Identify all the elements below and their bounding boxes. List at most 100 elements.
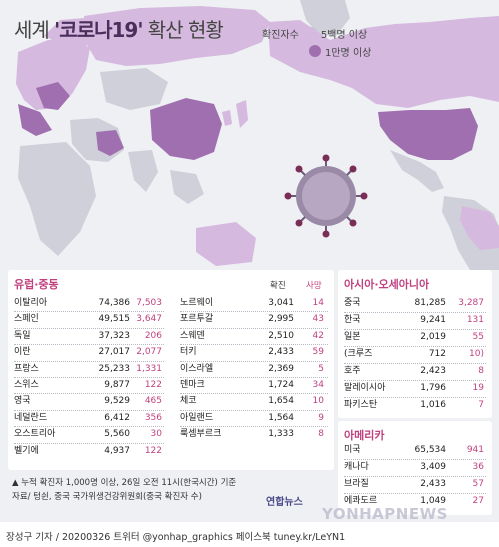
europe-right-separator — [180, 393, 328, 395]
japan-shape — [236, 100, 248, 128]
europe-left-country: 영국 — [14, 396, 31, 407]
africa-shape — [18, 142, 96, 256]
asia-deaths: 8 — [478, 366, 484, 376]
europe-right-separator — [180, 377, 328, 378]
europe-left-deaths: 206 — [144, 330, 162, 341]
asia-row: 파키스탄 1,016 7 — [344, 399, 486, 412]
america-separator — [344, 459, 486, 460]
title-prefix: 세계 — [14, 18, 55, 42]
asia-separator — [344, 346, 486, 347]
america-deaths: 36 — [472, 462, 484, 472]
europe-title: 유럽·중동 — [14, 278, 59, 291]
europe-right-row: 노르웨이 3,041 14 — [180, 297, 328, 310]
asia-deaths: 19 — [472, 383, 484, 393]
india-shape — [128, 150, 158, 192]
america-confirmed: 65,534 — [414, 445, 447, 455]
asia-country: 일본 — [344, 332, 361, 342]
russia-shape — [84, 6, 270, 66]
europe-left-separator — [14, 409, 164, 411]
europe-left-country: 스위스 — [14, 380, 39, 390]
legend-tier1-label: 5백명 이상 — [320, 29, 368, 41]
europe-left-separator — [14, 442, 164, 444]
europe-right-deaths: 43 — [312, 314, 324, 325]
europe-right-country: 스웨덴 — [180, 330, 205, 341]
note-criteria: ▲ 누적 확진자 1,000명 이상, 26일 오전 11시(한국시간) 기준 — [12, 478, 237, 488]
europe-left-deaths: 1,331 — [136, 363, 162, 374]
legend-tier1-dot — [304, 27, 317, 39]
footer-credit: 장성구 기자 / 20200326 트위터 @yonhap_graphics 페… — [6, 532, 346, 543]
asia-separator — [344, 312, 486, 313]
europe-right-country: 포르투갈 — [180, 314, 214, 325]
europe-right-separator — [180, 311, 328, 313]
asia-confirmed: 2,423 — [420, 366, 446, 376]
europe-left-confirmed: 37,323 — [98, 330, 131, 341]
europe-right-row: 이스라엘 2,369 5 — [180, 363, 328, 376]
europe-right-confirmed: 3,041 — [268, 298, 294, 308]
europe-right-separator — [180, 426, 328, 428]
europe-right-separator — [180, 344, 328, 346]
se-asia-shape — [170, 170, 204, 204]
asia-row: 일본 2,019 55 — [344, 331, 486, 344]
europe-left-confirmed: 6,412 — [104, 412, 130, 423]
asia-confirmed: 1,796 — [420, 383, 446, 393]
world-map-svg — [0, 0, 499, 270]
america-country: 미국 — [344, 445, 361, 455]
legend-heading: 확진자수 — [262, 29, 299, 41]
asia-row: 말레이시아 1,796 19 — [344, 382, 486, 395]
europe-right-deaths: 42 — [312, 330, 324, 341]
europe-right-row: 체코 1,654 10 — [180, 395, 328, 408]
europe-right-deaths: 14 — [312, 298, 324, 308]
america-title: 아메리카 — [344, 429, 385, 442]
europe-right-confirmed: 1,564 — [268, 412, 294, 423]
europe-left-confirmed: 4,937 — [104, 445, 130, 456]
america-country: 캐나다 — [344, 462, 369, 472]
america-deaths: 57 — [472, 479, 484, 489]
europe-left-country: 네덜란드 — [14, 412, 48, 423]
asia-row: 한국 9,241 131 — [344, 314, 486, 327]
asia-separator — [344, 363, 486, 364]
europe-left-separator — [14, 377, 164, 378]
europe-right-separator — [180, 409, 328, 411]
asia-country: 파키스탄 — [344, 400, 378, 410]
asia-separator — [344, 397, 486, 398]
notes: ▲ 누적 확진자 1,000명 이상, 26일 오전 11시(한국시간) 기준 … — [12, 476, 236, 504]
asia-confirmed: 81,285 — [414, 298, 447, 308]
europe-header-confirmed: 확진 — [270, 281, 286, 291]
europe-right-country: 이스라엘 — [180, 363, 214, 374]
legend-tier2-dot — [309, 45, 321, 57]
europe-right-confirmed: 2,995 — [268, 314, 294, 325]
europe-left-row: 영국 9,529 465 — [14, 395, 164, 408]
europe-left-deaths: 356 — [144, 412, 162, 423]
europe-left-separator — [14, 393, 164, 395]
asia-country: 중국 — [344, 298, 361, 308]
asia-country: 말레이시아 — [344, 383, 386, 393]
asia-country: 호주 — [344, 366, 361, 376]
america-row: 에콰도르 1,049 27 — [344, 495, 486, 508]
europe-right-row: 스웨덴 2,510 42 — [180, 330, 328, 343]
europe-right-deaths: 8 — [318, 429, 324, 440]
europe-right-separator — [180, 327, 328, 329]
europe-left-row: 스페인 49,515 3,647 — [14, 313, 164, 326]
europe-left-deaths: 3,647 — [136, 314, 162, 325]
yonhap-logo: 연합뉴스 — [266, 497, 303, 508]
europe-right-deaths: 10 — [312, 396, 324, 407]
page-title: 세계 '코로나19' 확산 현황 — [14, 14, 224, 43]
asia-confirmed: 1,016 — [420, 400, 446, 410]
europe-left-deaths: 7,503 — [136, 298, 162, 308]
europe-left-country: 이란 — [14, 347, 31, 358]
asia-row: 호주 2,423 8 — [344, 365, 486, 378]
china-shape — [150, 98, 222, 160]
europe-left-country: 스페인 — [14, 314, 39, 325]
europe-left-confirmed: 27,017 — [98, 347, 131, 358]
australia-shape — [196, 222, 256, 266]
europe-left-country: 독일 — [14, 330, 31, 341]
asia-confirmed: 9,241 — [420, 315, 446, 325]
asia-confirmed: 2,019 — [420, 332, 446, 342]
europe-right-row: 덴마크 1,724 34 — [180, 379, 328, 392]
europe-left-country: 벨기에 — [14, 445, 39, 456]
america-separator — [344, 476, 486, 477]
yonhap-watermark: YONHAPNEWS — [322, 505, 448, 523]
america-row: 브라질 2,433 57 — [344, 478, 486, 491]
asia-separator — [344, 380, 486, 381]
